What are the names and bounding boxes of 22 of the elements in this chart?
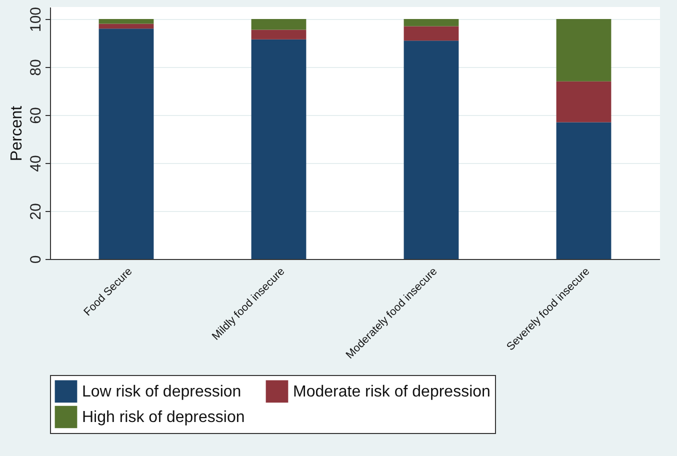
bar <box>98 24 154 29</box>
bar <box>98 19 154 24</box>
bar <box>251 19 306 30</box>
bar <box>404 40 459 259</box>
y-tick-label: 80 <box>28 59 44 76</box>
bar <box>556 81 612 122</box>
legend-label: Low risk of depression <box>82 383 242 400</box>
y-tick-label: 0 <box>28 255 44 264</box>
legend-label: High risk of depression <box>82 409 245 426</box>
bar <box>251 39 306 259</box>
bar <box>556 122 612 259</box>
y-tick-label: 20 <box>28 203 44 220</box>
y-tick-label: 60 <box>28 107 44 124</box>
bar <box>98 28 154 259</box>
bar <box>404 26 459 41</box>
bar <box>404 19 459 26</box>
legend-label: Moderate risk of depression <box>293 383 490 400</box>
bar <box>251 30 306 40</box>
bar <box>556 19 612 82</box>
y-tick-label: 40 <box>28 155 44 172</box>
y-tick-label: 100 <box>28 6 44 32</box>
y-axis-title: Percent <box>8 105 26 162</box>
